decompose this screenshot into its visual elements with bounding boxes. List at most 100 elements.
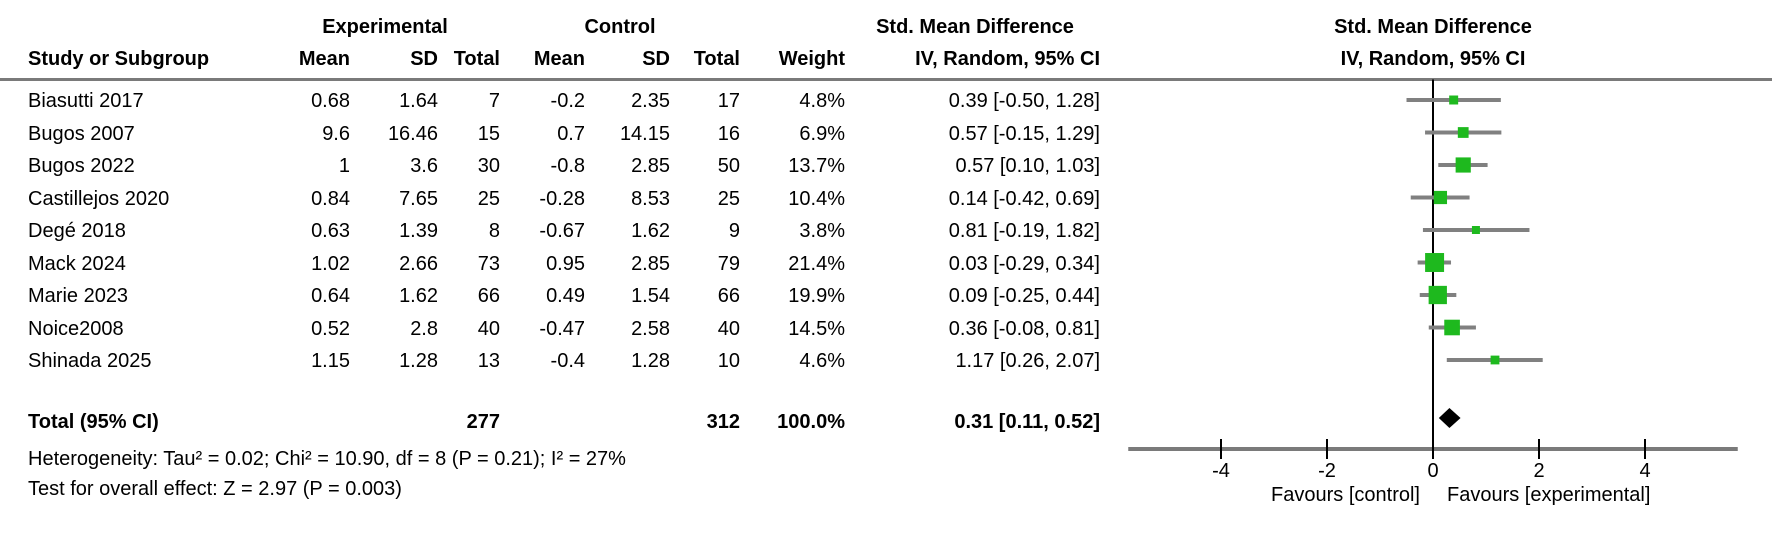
cell-ctl_sd: 2.85: [631, 253, 670, 275]
summary-diamond: [1438, 408, 1461, 428]
group-header-experimental: Experimental: [322, 16, 448, 38]
study-estimate-square: [1471, 226, 1480, 234]
cell-ctl_mean: -0.4: [550, 350, 585, 372]
col-header-ctl-sd: SD: [642, 48, 670, 70]
cell-ctl_sd: 2.35: [631, 90, 670, 112]
cell-study: Mack 2024: [28, 253, 126, 275]
cell-study: Castillejos 2020: [28, 188, 170, 210]
col-header-iv-right: IV, Random, 95% CI: [1340, 48, 1526, 70]
axis-tick-label: -2: [1318, 460, 1336, 482]
cell-ctl_total: 16: [717, 123, 740, 145]
col-header-study: Study or Subgroup: [28, 48, 210, 70]
axis-tick-label: -4: [1212, 460, 1230, 482]
total-smd-ci: 0.31 [0.11, 0.52]: [954, 411, 1100, 433]
cell-weight: 13.7%: [788, 155, 845, 177]
cell-exp_sd: 7.65: [399, 188, 438, 210]
cell-ctl_total: 25: [717, 188, 740, 210]
cell-ctl_sd: 8.53: [631, 188, 670, 210]
cell-exp_sd: 1.64: [399, 90, 438, 112]
study-estimate-square: [1444, 319, 1460, 336]
cell-exp_mean: 1: [338, 155, 350, 177]
cell-exp_total: 8: [488, 220, 500, 242]
cell-exp_mean: 0.84: [311, 188, 350, 210]
cell-smd_ci: 0.14 [-0.42, 0.69]: [948, 188, 1100, 210]
cell-ctl_total: 66: [717, 285, 740, 307]
cell-smd_ci: 0.36 [-0.08, 0.81]: [948, 318, 1100, 340]
cell-ctl_sd: 14.15: [619, 123, 670, 145]
cell-ctl_mean: -0.67: [539, 220, 585, 242]
cell-ctl_mean: -0.8: [550, 155, 585, 177]
cell-exp_mean: 0.52: [311, 318, 350, 340]
cell-exp_total: 15: [477, 123, 500, 145]
cell-weight: 3.8%: [799, 220, 845, 242]
axis-tick-label: 4: [1639, 460, 1651, 482]
cell-ctl_mean: -0.47: [539, 318, 585, 340]
col-header-ctl-mean: Mean: [533, 48, 585, 70]
favours-experimental-label: Favours [experimental]: [1447, 484, 1651, 506]
cell-smd_ci: 0.09 [-0.25, 0.44]: [948, 285, 1100, 307]
group-header-smd-left: Std. Mean Difference: [876, 16, 1074, 38]
col-header-exp-sd: SD: [410, 48, 438, 70]
study-estimate-square: [1457, 127, 1469, 138]
cell-ctl_total: 17: [717, 90, 740, 112]
cell-exp_total: 25: [477, 188, 500, 210]
cell-study: Bugos 2022: [28, 155, 135, 177]
cell-ctl_sd: 1.54: [631, 285, 670, 307]
overall-effect-text: Test for overall effect: Z = 2.97 (P = 0…: [28, 478, 402, 500]
cell-study: Bugos 2007: [28, 123, 135, 145]
cell-exp_sd: 3.6: [410, 155, 438, 177]
cell-study: Biasutti 2017: [28, 90, 144, 112]
cell-smd_ci: 0.39 [-0.50, 1.28]: [948, 90, 1100, 112]
col-header-ctl-total: Total: [693, 48, 740, 70]
col-header-iv-left: IV, Random, 95% CI: [915, 48, 1100, 70]
cell-exp_total: 13: [477, 350, 500, 372]
header-rule: [0, 78, 1772, 81]
col-header-weight: Weight: [778, 48, 845, 70]
axis-tick-label: 0: [1427, 460, 1439, 482]
cell-smd_ci: 0.03 [-0.29, 0.34]: [948, 253, 1100, 275]
cell-exp_mean: 1.02: [311, 253, 350, 275]
study-estimate-square: [1428, 285, 1447, 305]
cell-exp_sd: 2.8: [410, 318, 438, 340]
cell-exp_sd: 1.39: [399, 220, 438, 242]
cell-weight: 4.6%: [799, 350, 845, 372]
cell-smd_ci: 0.57 [-0.15, 1.29]: [948, 123, 1100, 145]
cell-exp_sd: 16.46: [387, 123, 438, 145]
cell-exp_sd: 1.28: [399, 350, 438, 372]
group-header-smd-right: Std. Mean Difference: [1334, 16, 1532, 38]
cell-smd_ci: 0.81 [-0.19, 1.82]: [948, 220, 1100, 242]
total-ctl-total: 312: [706, 411, 740, 433]
cell-study: Shinada 2025: [28, 350, 152, 372]
study-estimate-square: [1490, 355, 1500, 365]
cell-weight: 21.4%: [788, 253, 845, 275]
total-exp-total: 277: [466, 411, 500, 433]
cell-ctl_total: 79: [717, 253, 740, 275]
heterogeneity-text: Heterogeneity: Tau² = 0.02; Chi² = 10.90…: [28, 448, 626, 470]
col-header-exp-total: Total: [453, 48, 500, 70]
cell-ctl_sd: 1.62: [631, 220, 670, 242]
study-estimate-square: [1449, 95, 1459, 105]
cell-ctl_total: 10: [717, 350, 740, 372]
cell-weight: 6.9%: [799, 123, 845, 145]
cell-ctl_sd: 2.58: [631, 318, 670, 340]
study-estimate-square: [1433, 190, 1448, 205]
cell-exp_mean: 1.15: [311, 350, 350, 372]
cell-exp_total: 40: [477, 318, 500, 340]
axis-tick-label: 2: [1533, 460, 1545, 482]
total-weight: 100.0%: [777, 411, 845, 433]
cell-weight: 14.5%: [788, 318, 845, 340]
favours-control-label: Favours [control]: [1271, 484, 1420, 506]
cell-weight: 4.8%: [799, 90, 845, 112]
cell-exp_mean: 0.64: [311, 285, 350, 307]
cell-exp_mean: 9.6: [322, 123, 350, 145]
cell-exp_sd: 2.66: [399, 253, 438, 275]
cell-study: Marie 2023: [28, 285, 129, 307]
cell-ctl_total: 40: [717, 318, 740, 340]
cell-exp_total: 7: [488, 90, 500, 112]
cell-ctl_sd: 1.28: [631, 350, 670, 372]
study-estimate-square: [1425, 253, 1445, 272]
cell-smd_ci: 0.57 [0.10, 1.03]: [955, 155, 1100, 177]
cell-weight: 10.4%: [788, 188, 845, 210]
